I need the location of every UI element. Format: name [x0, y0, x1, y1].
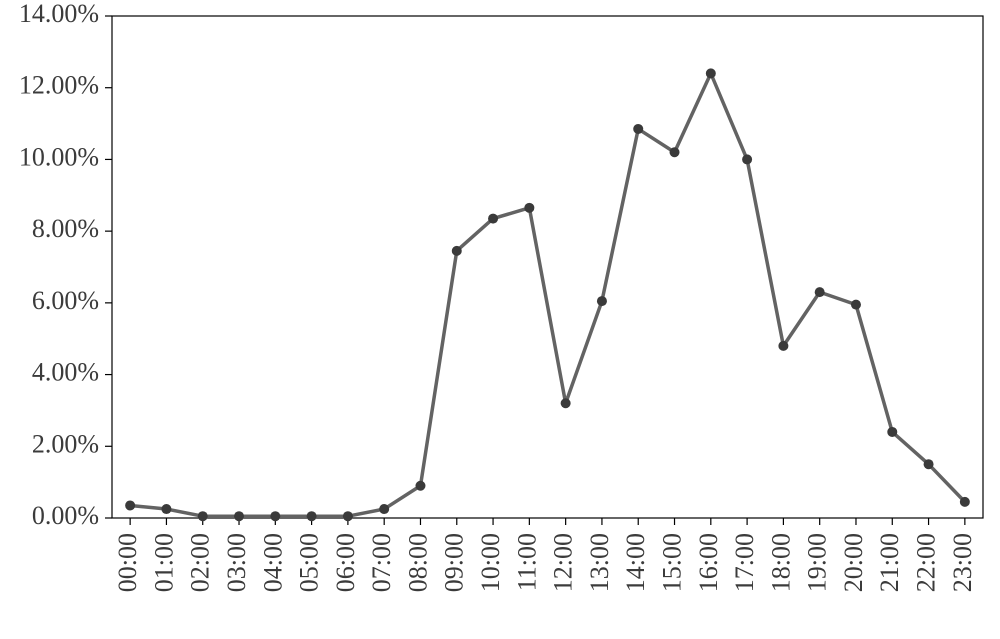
x-tick-label: 05:00 — [295, 533, 324, 592]
y-tick-label: 0.00% — [32, 501, 99, 530]
data-point — [706, 68, 716, 78]
data-point — [270, 511, 280, 521]
x-tick-label: 01:00 — [149, 533, 178, 592]
y-tick-label: 2.00% — [32, 429, 99, 458]
x-tick-label: 22:00 — [912, 533, 941, 592]
x-tick-label: 17:00 — [730, 533, 759, 592]
data-point — [524, 203, 534, 213]
data-point — [452, 246, 462, 256]
data-point — [125, 500, 135, 510]
x-tick-label: 12:00 — [549, 533, 578, 592]
data-point — [307, 511, 317, 521]
data-point — [887, 427, 897, 437]
data-point — [851, 300, 861, 310]
x-tick-label: 03:00 — [222, 533, 251, 592]
data-point — [778, 341, 788, 351]
data-point — [670, 147, 680, 157]
data-point — [815, 287, 825, 297]
x-tick-label: 20:00 — [839, 533, 868, 592]
data-point — [234, 511, 244, 521]
x-tick-label: 06:00 — [331, 533, 360, 592]
y-tick-label: 8.00% — [32, 214, 99, 243]
x-tick-label: 10:00 — [476, 533, 505, 592]
data-point — [488, 214, 498, 224]
x-tick-label: 21:00 — [875, 533, 904, 592]
x-tick-label: 00:00 — [113, 533, 142, 592]
x-tick-label: 11:00 — [512, 533, 541, 591]
chart-container: 0.00% 2.00% 4.00% 6.00% 8.00% 10.00% 12.00% 14.… — [0, 0, 1000, 639]
data-point — [379, 504, 389, 514]
data-point — [597, 296, 607, 306]
y-tick-label: 4.00% — [32, 358, 99, 387]
x-tick-label: 07:00 — [367, 533, 396, 592]
data-point — [161, 504, 171, 514]
x-tick-label: 16:00 — [694, 533, 723, 592]
x-tick-label: 18:00 — [766, 533, 795, 592]
data-point — [343, 511, 353, 521]
x-tick-label: 04:00 — [258, 533, 287, 592]
data-point — [415, 481, 425, 491]
data-point — [561, 398, 571, 408]
data-point — [924, 459, 934, 469]
x-tick-label: 14:00 — [621, 533, 650, 592]
x-tick-label: 02:00 — [186, 533, 215, 592]
x-tick-label: 13:00 — [585, 533, 614, 592]
y-tick-label: 12.00% — [19, 71, 99, 100]
x-tick-label: 08:00 — [403, 533, 432, 592]
y-tick-label: 10.00% — [19, 142, 99, 171]
x-tick-label: 15:00 — [657, 533, 686, 592]
data-point — [960, 497, 970, 507]
line-chart: 0.00% 2.00% 4.00% 6.00% 8.00% 10.00% 12.00% 14.… — [0, 0, 1000, 639]
data-point — [742, 154, 752, 164]
x-tick-label: 23:00 — [948, 533, 977, 592]
y-tick-label: 6.00% — [32, 286, 99, 315]
data-point — [633, 124, 643, 134]
x-tick-label: 09:00 — [440, 533, 469, 592]
x-tick-label: 19:00 — [803, 533, 832, 592]
y-tick-label: 14.00% — [19, 0, 99, 28]
data-point — [198, 511, 208, 521]
